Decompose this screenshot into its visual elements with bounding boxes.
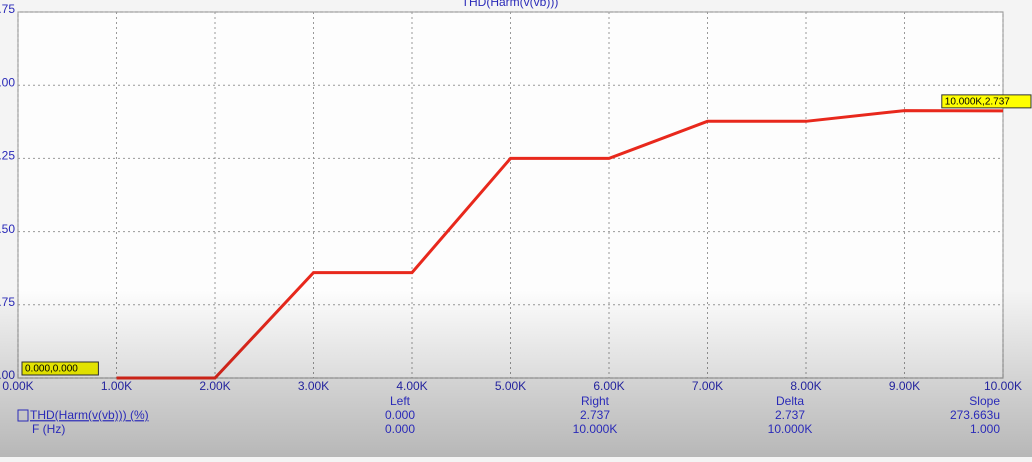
x-tick-label: 2.00K [199, 379, 230, 393]
table-row-label: THD(Harm(v(vb))) (%) [30, 408, 149, 422]
y-tick-label: 3.00 [0, 75, 15, 89]
y-tick-label: 3.75 [0, 2, 15, 16]
y-tick-label: 0.00 [0, 368, 15, 382]
series-icon [17, 409, 29, 422]
x-tick-label: 5.00K [495, 379, 526, 393]
x-tick-label: 10.00K [984, 379, 1022, 393]
table-header: Delta [776, 394, 804, 408]
table-cell: 10.000K [768, 422, 813, 436]
y-tick-label: 0.75 [0, 295, 15, 309]
table-cell: 2.737 [775, 408, 805, 422]
table-cell: 0.000 [385, 408, 415, 422]
y-tick-label: 1.50 [0, 222, 15, 236]
cursor-label-box [941, 94, 1032, 109]
table-cell: 10.000K [573, 422, 618, 436]
chart-title: THD(Harm(v(vb))) [462, 0, 559, 9]
table-header: Right [581, 394, 610, 408]
cursor-label: 10.000K,2.737 [945, 97, 1010, 108]
x-tick-label: 4.00K [396, 379, 427, 393]
table-header: Slope [969, 394, 1000, 408]
y-tick-label: 2.25 [0, 149, 15, 163]
x-tick-label: 7.00K [692, 379, 723, 393]
cursor-label: 0.000,0.000 [25, 364, 78, 375]
x-tick-label: 9.00K [889, 379, 920, 393]
x-tick-label: 3.00K [298, 379, 329, 393]
x-tick-label: 6.00K [593, 379, 624, 393]
table-cell: 0.000 [385, 422, 415, 436]
table-cell: 273.663u [950, 408, 1000, 422]
table-row-label: F (Hz) [32, 422, 65, 436]
x-tick-label: 1.00K [101, 379, 132, 393]
x-tick-label: 8.00K [790, 379, 821, 393]
table-cell: 1.000 [970, 422, 1000, 436]
table-cell: 2.737 [580, 408, 610, 422]
table-header: Left [390, 394, 411, 408]
